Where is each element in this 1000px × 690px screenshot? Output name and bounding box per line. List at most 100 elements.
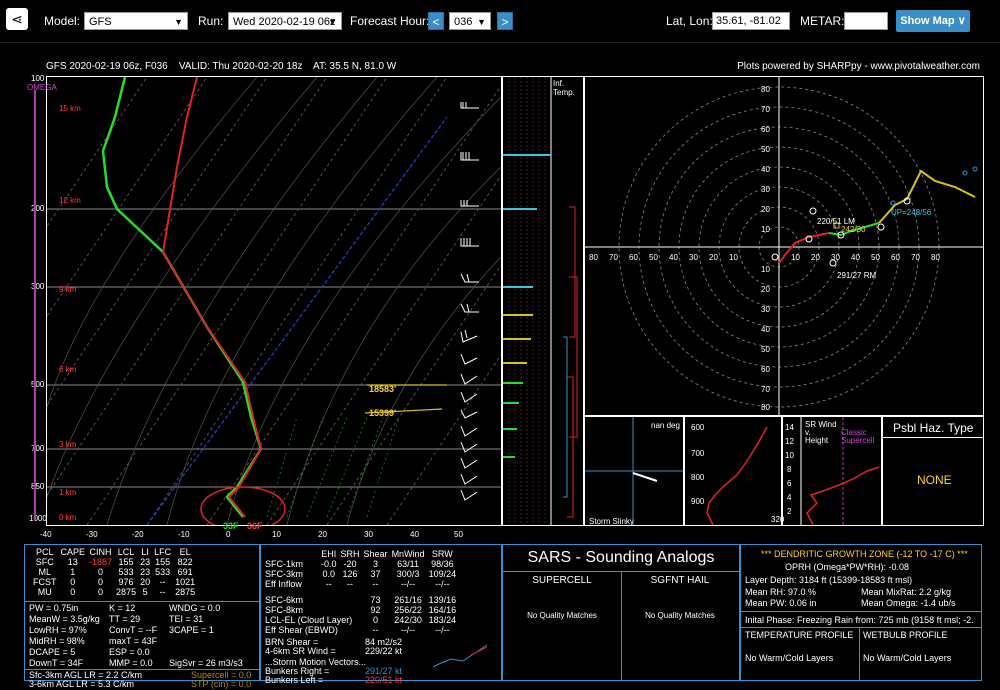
skewt-panel: 100 200 300 500 700 850 1000 OMEGA 15 km…: [27, 74, 502, 531]
temp-tick: 50: [454, 530, 463, 539]
haz-type-panel: Psbl Haz. Type NONE: [882, 416, 984, 526]
table-cell: 0: [70, 577, 76, 587]
pressure-label: 1000: [29, 514, 47, 523]
table-cell: SFC-6km: [265, 595, 303, 605]
table-cell: 109/24: [428, 569, 457, 579]
ring-label: 10: [729, 253, 738, 262]
rm-label: 291/27 RM: [837, 271, 877, 280]
index-value: TEI = 31: [169, 614, 204, 624]
table-cell: 1: [70, 567, 76, 577]
index-value: K = 12: [109, 603, 136, 613]
index-value: SigSvr = 26 m3/s3: [169, 658, 243, 668]
table-cell: SFC-8km: [265, 605, 303, 615]
table-cell: 20: [140, 577, 151, 587]
forecast-prev-button[interactable]: <: [428, 12, 444, 30]
table-cell: ML: [38, 567, 51, 577]
bunkers-left-value: 220/51 kt: [365, 675, 403, 685]
table-cell: 256/22: [394, 605, 422, 615]
table-row: LCL-EL (Cloud Layer) 0 242/30 183/24: [263, 615, 458, 625]
parcel-header: PCL: [35, 547, 54, 557]
ring-label: 20: [709, 253, 718, 262]
inferred-temp-chart: [503, 77, 578, 525]
pressure-label: 850: [31, 482, 45, 491]
forecast-hour-select[interactable]: 036 ▼: [449, 12, 491, 30]
metar-input[interactable]: [844, 12, 888, 30]
sars-panel: SARS - Sounding Analogs SUPERCELL SGFNT …: [502, 544, 740, 681]
dgz-mean-omega: Mean Omega: -1.4 ub/s: [861, 598, 956, 608]
srwind-tick: 8: [787, 465, 792, 474]
valid-time: VALID: Thu 2020-02-20 18z: [178, 61, 303, 72]
storm-motion-title: ...Storm Motion Vectors...: [265, 657, 367, 667]
ring-label: 30: [761, 185, 770, 194]
level-label: 800: [691, 473, 705, 482]
latlon-input[interactable]: [712, 12, 790, 30]
table-cell: 13: [67, 557, 78, 567]
ring-label: 80: [761, 403, 770, 412]
srwind-tick: 4: [787, 493, 792, 502]
pressure-label: 300: [31, 282, 45, 291]
table-cell: 155: [155, 557, 171, 567]
ring-label: 20: [761, 205, 770, 214]
temp-profile-label: TEMPERATURE PROFILE: [745, 630, 854, 640]
ring-label: 20: [761, 285, 770, 294]
ring-label: 80: [761, 85, 770, 94]
ring-label: 40: [669, 253, 678, 262]
table-cell: 1021: [175, 577, 196, 587]
table-cell: 976: [118, 577, 134, 587]
pressure-label: 100: [31, 74, 45, 83]
ring-label: 60: [761, 125, 770, 134]
haz-divider: [883, 437, 983, 438]
parcel-panel: PCL CAPE CINH LCL LI LFC EL SFC 13 -1887…: [24, 544, 260, 689]
dgz-mean-pw: Mean PW: 0.06 in: [745, 598, 817, 608]
lapse-rate-1: Sfc-3km AGL LR = 2.2 C/km: [29, 670, 142, 680]
header-run-info: GFS 2020-02-19 06z, F036 VALID: Thu 2020…: [46, 61, 396, 72]
ring-label: 40: [851, 253, 860, 262]
ring-label: 30: [831, 253, 840, 262]
run-select[interactable]: Wed 2020-02-19 06z ▼: [228, 12, 342, 30]
table-cell: 0: [98, 567, 104, 577]
dgz-vdivider: [859, 627, 860, 680]
height-label: 12 km: [59, 196, 81, 205]
share-icon[interactable]: ⋖: [6, 8, 28, 30]
chevron-down-icon: ▼: [328, 17, 337, 27]
kin-header: Shear: [363, 549, 388, 559]
show-map-button[interactable]: Show Map ∨: [896, 10, 970, 32]
omega-label: OMEGA: [27, 83, 57, 92]
hodograph-panel: 80 70 60 50 40 30 20 10 10 20 30 40 50 6…: [584, 76, 984, 416]
table-cell: 822: [177, 557, 193, 567]
table-cell: --/--: [435, 579, 450, 589]
table-row: MU 0 0 2875 5 -- 2875: [31, 587, 197, 597]
height-label: 1 km: [59, 488, 77, 497]
level-label: 900: [691, 497, 705, 506]
ring-label: 30: [689, 253, 698, 262]
sfc-temp-label: 36F: [247, 521, 263, 531]
toolbar: ⋖ Model: GFS ▼ Run: Wed 2020-02-19 06z ▼ F…: [0, 0, 1000, 43]
sars-hail-msg: No Quality Matches: [645, 611, 715, 620]
pressure-label: 700: [31, 444, 45, 453]
latlon-label: Lat, Lon:: [666, 14, 713, 28]
index-value: DownT = 34F: [29, 658, 84, 668]
ring-label: 30: [761, 305, 770, 314]
parcel-header: LCL: [117, 547, 135, 557]
srwind-panel: SR Wind v. Height Classic Supercell 14 1…: [771, 416, 882, 526]
forecast-next-button[interactable]: >: [497, 12, 513, 30]
indices-block: PW = 0.75in K = 12 WNDG = 0.0 MeanW = 3.5g…: [29, 603, 243, 669]
skewt-diagram: [47, 77, 501, 525]
haz-type-title: Psbl Haz. Type: [893, 421, 974, 435]
table-cell: --: [372, 579, 379, 589]
level-label: 600: [691, 423, 705, 432]
dgz-divider: [741, 611, 981, 612]
srwind-classic-label: Classic Supercell: [841, 428, 875, 445]
ring-label: 50: [761, 145, 770, 154]
temp-profile-msg: No Warm/Cold Layers: [745, 653, 834, 663]
table-cell: -20: [343, 559, 357, 569]
model-select[interactable]: GFS ▼: [84, 12, 188, 30]
run-select-value: Wed 2020-02-19 06z: [233, 16, 336, 28]
bunkers-right-label: Bunkers Right =: [265, 666, 330, 676]
index-value: PW = 0.75in: [29, 603, 79, 613]
table-cell: --/--: [400, 625, 416, 635]
table-cell: 92: [370, 605, 381, 615]
pressure-label: 200: [31, 204, 45, 213]
kin-header: [263, 549, 319, 559]
table-cell: 0: [98, 577, 104, 587]
